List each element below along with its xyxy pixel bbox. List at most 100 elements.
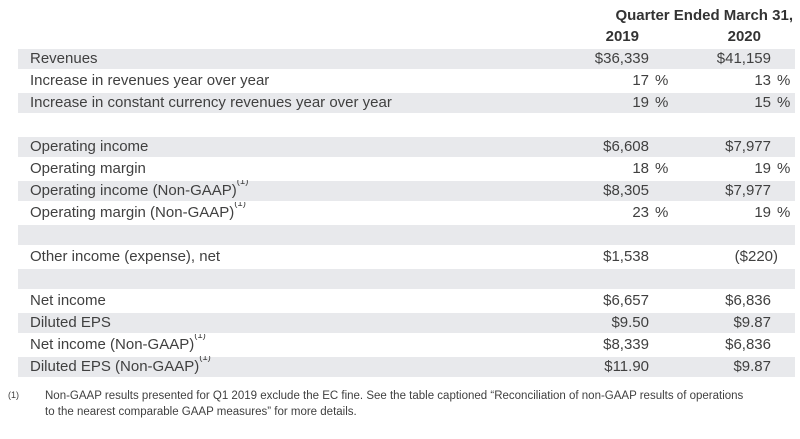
value-cell-2019: $9.50	[551, 312, 673, 334]
value-2019: 23	[632, 204, 649, 221]
value-2019: $9.50	[611, 314, 649, 331]
value-2019-suffix: %	[655, 94, 669, 111]
value-cell-2019: $8,339	[551, 334, 673, 356]
value-2019: $6,657	[603, 292, 649, 309]
row-label-cell: Operating income (Non-GAAP)(1)	[18, 180, 551, 202]
table-row: Increase in revenues year over year 17% …	[18, 70, 795, 92]
row-footnote-ref: (1)	[199, 356, 211, 363]
value-2019	[551, 224, 649, 246]
value-2020-suffix	[771, 334, 795, 356]
value-cell-2020: 13%	[673, 70, 795, 92]
value-2019-suffix	[649, 268, 673, 290]
footnote-text: Non-GAAP results presented for Q1 2019 e…	[45, 388, 800, 420]
value-cell-2020	[673, 114, 795, 136]
row-footnote-ref: (1)	[194, 334, 206, 341]
value-2020: $9.87	[733, 358, 771, 375]
row-label: Operating margin (Non-GAAP)	[30, 204, 235, 221]
value-cell-2019: $8,305	[551, 180, 673, 202]
value-2020-suffix	[771, 290, 795, 312]
value-2019-suffix: %	[655, 72, 669, 89]
value-cell-2019: 18%	[551, 158, 673, 180]
column-header-2020: 2020	[727, 28, 761, 45]
value-2020-suffix	[771, 356, 795, 378]
footnote-line-1: Non-GAAP results presented for Q1 2019 e…	[45, 390, 744, 402]
row-label: Increase in revenues year over year	[30, 72, 270, 89]
table-row: Other income (expense), net $1,538 ($220…	[18, 246, 795, 268]
row-label: Operating margin	[30, 160, 146, 177]
row-label-cell: Other income (expense), net	[18, 246, 551, 268]
value-2019-suffix	[649, 114, 673, 136]
value-2020: ($220)	[734, 248, 778, 265]
value-cell-2020: $6,836	[673, 290, 795, 312]
value-2020: 19	[754, 160, 771, 177]
value-cell-2020: $6,836	[673, 334, 795, 356]
row-label: Revenues	[30, 50, 98, 67]
value-cell-2020: $7,977	[673, 180, 795, 202]
value-2020-suffix	[771, 224, 795, 246]
column-header-2019: 2019	[605, 28, 639, 45]
value-2019-suffix	[649, 312, 673, 334]
value-2019-suffix: %	[655, 204, 669, 221]
value-2019: 19	[632, 94, 649, 111]
value-2019: $8,305	[603, 182, 649, 199]
value-2020-suffix: %	[777, 204, 791, 221]
value-2020: $7,977	[725, 138, 771, 155]
table-row-spacer	[18, 114, 795, 136]
value-2020-suffix: %	[777, 72, 791, 89]
value-cell-2019: 19%	[551, 92, 673, 114]
footnote: (1) Non-GAAP results presented for Q1 20…	[8, 388, 800, 420]
value-cell-2019	[551, 114, 673, 136]
value-cell-2019: 23%	[551, 202, 673, 224]
row-label-cell: Operating margin (Non-GAAP)(1)	[18, 202, 551, 224]
row-label: Operating income	[30, 138, 149, 155]
table-row: Operating margin 18% 19%	[18, 158, 795, 180]
value-2019-suffix	[649, 180, 673, 202]
value-2020	[673, 224, 771, 246]
value-2019: $11.90	[604, 358, 649, 375]
value-cell-2020	[673, 268, 795, 290]
value-2020-suffix: %	[777, 94, 791, 111]
year-header-row: 2019 2020	[18, 26, 795, 48]
row-label-cell	[18, 268, 551, 290]
row-label-cell: Increase in revenues year over year	[18, 70, 551, 92]
table-row: Operating income $6,608 $7,977	[18, 136, 795, 158]
table-row-spacer	[18, 268, 795, 290]
value-2019-suffix	[649, 136, 673, 158]
row-label-cell: Operating income	[18, 136, 551, 158]
value-2019-suffix	[649, 224, 673, 246]
value-2020-suffix	[771, 268, 795, 290]
value-2019: $8,339	[603, 336, 649, 353]
row-label-cell: Net income	[18, 290, 551, 312]
row-label: Net income	[30, 292, 106, 309]
row-label: Net income (Non-GAAP)	[30, 336, 195, 353]
footnote-marker: (1)	[8, 390, 19, 400]
value-2019: 18	[632, 160, 649, 177]
row-label: Other income (expense), net	[30, 248, 221, 265]
value-cell-2020: 19%	[673, 158, 795, 180]
row-label-cell: Revenues	[18, 48, 551, 70]
value-2019-suffix	[649, 356, 673, 378]
row-label: Diluted EPS	[30, 314, 111, 331]
value-2020: $6,836	[725, 292, 771, 309]
value-cell-2019	[551, 224, 673, 246]
value-cell-2019	[551, 268, 673, 290]
value-2020: 19	[754, 204, 771, 221]
value-2020: $6,836	[725, 336, 771, 353]
value-cell-2019: $1,538	[551, 246, 673, 268]
value-cell-2020: $7,977	[673, 136, 795, 158]
value-2020-suffix	[771, 136, 795, 158]
value-2019: $6,608	[603, 138, 649, 155]
table-row: Operating margin (Non-GAAP)(1) 23% 19%	[18, 202, 795, 224]
row-label-cell: Operating margin	[18, 158, 551, 180]
value-2020-suffix	[771, 48, 795, 70]
value-cell-2019: $11.90	[551, 356, 673, 378]
row-label: Diluted EPS (Non-GAAP)	[30, 358, 200, 375]
value-2019-suffix	[649, 334, 673, 356]
table-row: Diluted EPS (Non-GAAP)(1) $11.90 $9.87	[18, 356, 795, 378]
value-cell-2020	[673, 224, 795, 246]
value-cell-2019: $36,339	[551, 48, 673, 70]
value-2019: $1,538	[603, 248, 649, 265]
row-label: Increase in constant currency revenues y…	[30, 94, 392, 111]
table-row: Increase in constant currency revenues y…	[18, 92, 795, 114]
value-cell-2020: $9.87	[673, 312, 795, 334]
